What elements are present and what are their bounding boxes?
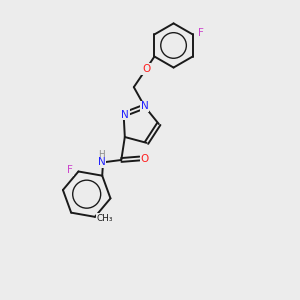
- Text: N: N: [141, 101, 148, 112]
- Text: H: H: [98, 150, 105, 159]
- Text: CH₃: CH₃: [96, 214, 112, 223]
- Text: F: F: [198, 28, 204, 38]
- Text: O: O: [142, 64, 150, 74]
- Text: F: F: [67, 165, 73, 175]
- Text: N: N: [98, 157, 105, 167]
- Text: N: N: [121, 110, 129, 119]
- Text: O: O: [141, 154, 149, 164]
